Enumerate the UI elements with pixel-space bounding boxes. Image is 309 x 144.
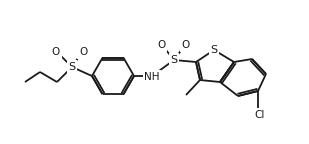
Text: S: S xyxy=(210,45,218,55)
Text: O: O xyxy=(52,47,60,57)
Text: NH: NH xyxy=(144,72,160,82)
Text: O: O xyxy=(79,47,87,57)
Text: S: S xyxy=(68,62,76,72)
Text: Cl: Cl xyxy=(255,110,265,120)
Text: S: S xyxy=(171,55,178,65)
Text: O: O xyxy=(157,40,165,50)
Text: O: O xyxy=(182,40,190,50)
